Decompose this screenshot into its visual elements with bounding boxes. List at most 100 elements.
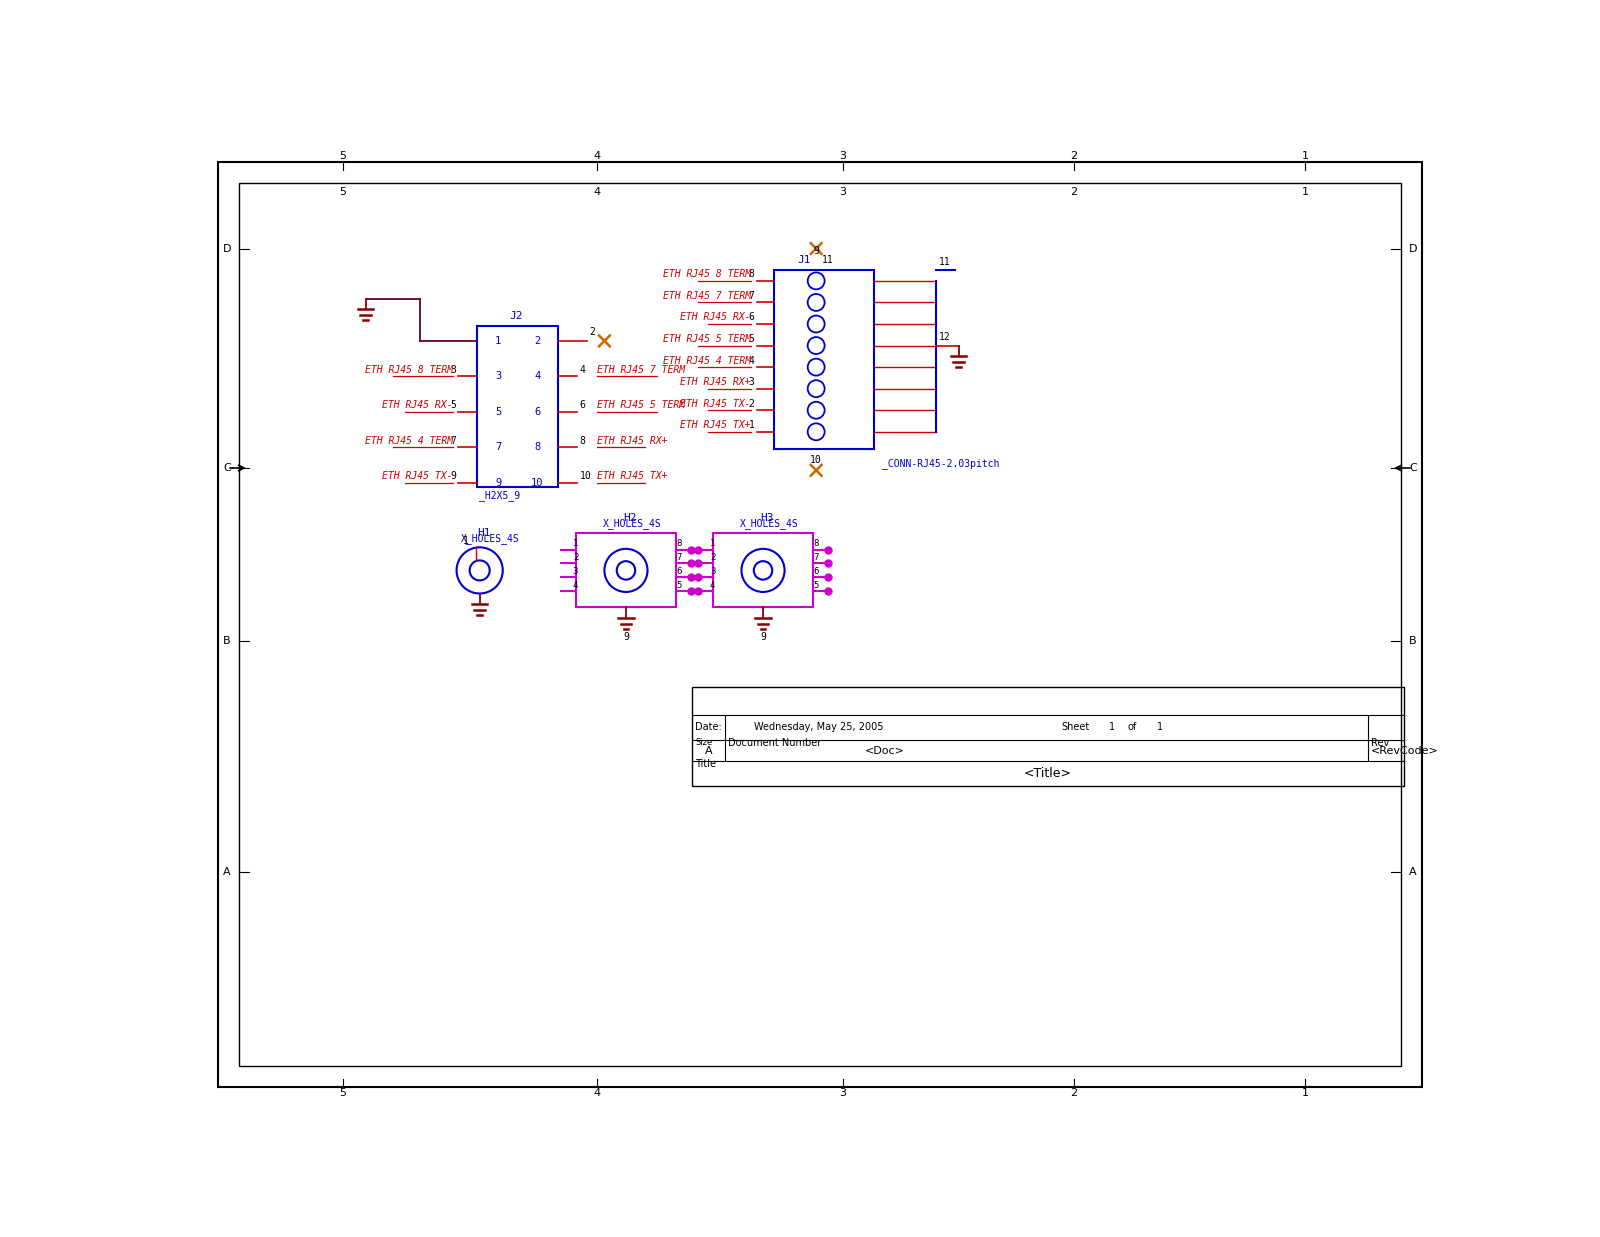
Text: Document Number: Document Number	[728, 738, 821, 748]
Text: <Title>: <Title>	[1024, 767, 1072, 781]
Text: 2: 2	[573, 553, 578, 562]
Text: 6: 6	[579, 401, 586, 411]
Text: 8: 8	[677, 539, 682, 548]
Text: ETH RJ45 TX+: ETH RJ45 TX+	[597, 471, 667, 481]
Text: 1: 1	[1302, 187, 1309, 197]
Text: 1: 1	[462, 536, 469, 546]
Text: D: D	[1408, 244, 1418, 254]
Text: 5: 5	[814, 580, 819, 590]
Text: 3: 3	[573, 567, 578, 575]
Text: 4: 4	[594, 151, 600, 161]
Bar	[714, 533, 813, 607]
Text: 3: 3	[450, 365, 456, 375]
Text: ETH RJ45 8 TERM: ETH RJ45 8 TERM	[365, 365, 453, 375]
Text: 2: 2	[749, 398, 755, 408]
Text: ETH RJ45 TX-: ETH RJ45 TX-	[680, 398, 750, 408]
Text: Date:: Date:	[696, 722, 722, 732]
Text: A: A	[1410, 867, 1416, 877]
Text: 2: 2	[1070, 151, 1078, 161]
Text: B: B	[224, 636, 230, 646]
Text: 2: 2	[710, 553, 715, 562]
Text: 5: 5	[450, 401, 456, 411]
Text: 1: 1	[1157, 722, 1163, 732]
Text: 11: 11	[939, 257, 950, 267]
Text: 6: 6	[749, 313, 755, 323]
Text: 4: 4	[594, 187, 600, 197]
Text: X_HOLES_4S: X_HOLES_4S	[739, 518, 798, 529]
Text: 1: 1	[573, 539, 578, 548]
Text: 11: 11	[821, 256, 834, 266]
Text: 4: 4	[594, 1089, 600, 1098]
Text: 3: 3	[494, 371, 501, 381]
Text: H1: H1	[477, 528, 490, 538]
Text: 3: 3	[840, 1089, 846, 1098]
Text: 4: 4	[534, 371, 541, 381]
Text: 5: 5	[494, 407, 501, 417]
Text: 9: 9	[450, 471, 456, 481]
Text: 5: 5	[677, 580, 682, 590]
Text: Sheet: Sheet	[1062, 722, 1090, 732]
Text: 9: 9	[494, 477, 501, 487]
Text: ETH RJ45 TX-: ETH RJ45 TX-	[382, 471, 453, 481]
Text: ETH RJ45 TX+: ETH RJ45 TX+	[680, 421, 750, 430]
Text: 7: 7	[450, 435, 456, 445]
Text: <RevCode>: <RevCode>	[1371, 746, 1438, 756]
Text: 5: 5	[339, 1089, 346, 1098]
Text: 10: 10	[810, 455, 822, 465]
Text: B: B	[1410, 636, 1416, 646]
Text: ETH RJ45 5 TERM: ETH RJ45 5 TERM	[597, 401, 685, 411]
Text: 7: 7	[494, 442, 501, 453]
Text: 1: 1	[1109, 722, 1115, 732]
Text: 8: 8	[814, 539, 819, 548]
Text: 6: 6	[677, 567, 682, 575]
Text: 1: 1	[1302, 151, 1309, 161]
Text: Title: Title	[696, 760, 717, 769]
Text: 4: 4	[579, 365, 586, 375]
Text: ETH RJ45 7 TERM: ETH RJ45 7 TERM	[662, 291, 750, 301]
Text: 1: 1	[494, 336, 501, 346]
Text: 10: 10	[531, 477, 544, 487]
Text: A: A	[224, 867, 230, 877]
Text: 4: 4	[573, 580, 578, 590]
Text: 3: 3	[840, 151, 846, 161]
Text: 7: 7	[749, 291, 755, 301]
Text: 10: 10	[579, 471, 592, 481]
Text: ETH RJ45 4 TERM: ETH RJ45 4 TERM	[662, 355, 750, 366]
Text: 1: 1	[1302, 1089, 1309, 1098]
Text: 8: 8	[749, 270, 755, 280]
Bar	[774, 270, 874, 449]
Text: 3: 3	[710, 567, 715, 575]
Text: ETH RJ45 RX+: ETH RJ45 RX+	[680, 377, 750, 387]
Text: ETH RJ45 8 TERM: ETH RJ45 8 TERM	[662, 270, 750, 280]
Text: 2: 2	[534, 336, 541, 346]
Text: of: of	[1128, 722, 1136, 732]
Text: 6: 6	[814, 567, 819, 575]
Text: X_HOLES_4S: X_HOLES_4S	[603, 518, 662, 529]
Text: Size: Size	[696, 738, 712, 747]
Text: 2: 2	[1070, 1089, 1078, 1098]
Bar	[576, 533, 677, 607]
Text: 3: 3	[840, 187, 846, 197]
Text: 2: 2	[589, 327, 595, 338]
Text: <Doc>: <Doc>	[864, 746, 904, 756]
Text: X_HOLES_4S: X_HOLES_4S	[461, 533, 518, 544]
Text: 8: 8	[534, 442, 541, 453]
Bar	[477, 325, 558, 487]
Text: H3: H3	[760, 512, 774, 523]
Text: _H2X5_9: _H2X5_9	[478, 490, 520, 501]
Text: 3: 3	[749, 377, 755, 387]
Text: D: D	[222, 244, 232, 254]
Text: 7: 7	[677, 553, 682, 562]
Text: 9: 9	[813, 246, 819, 256]
Text: ETH RJ45 7 TERM: ETH RJ45 7 TERM	[597, 365, 685, 375]
Text: 12: 12	[939, 333, 950, 343]
Text: 1: 1	[710, 539, 715, 548]
Text: ETH RJ45 5 TERM: ETH RJ45 5 TERM	[662, 334, 750, 344]
Text: C: C	[224, 463, 230, 473]
Text: 5: 5	[339, 151, 346, 161]
Bar	[693, 688, 1403, 785]
Text: Rev: Rev	[1371, 738, 1389, 748]
Text: 4: 4	[749, 355, 755, 366]
Text: 7: 7	[814, 553, 819, 562]
Text: 5: 5	[749, 334, 755, 344]
